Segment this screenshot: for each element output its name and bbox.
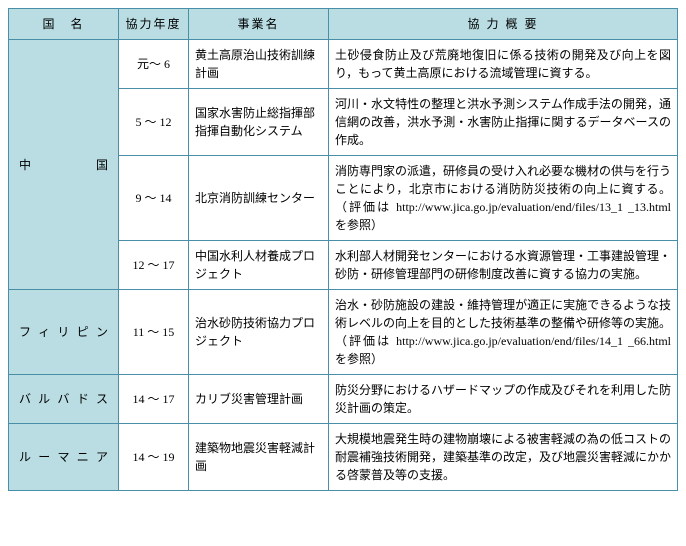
table-body: 中 国元～ 6黄土高原治山技術訓練計画土砂侵食防止及び荒廃地復旧に係る技術の開発… bbox=[9, 40, 678, 491]
table-row: ルーマニア14 ～ 19建築物地震災害軽減計画大規模地震発生時の建物崩壊による被… bbox=[9, 424, 678, 491]
summary-cell: 防災分野におけるハザードマップの作成及びそれを利用した防災計画の策定。 bbox=[329, 375, 678, 424]
table-row: 中 国元～ 6黄土高原治山技術訓練計画土砂侵食防止及び荒廃地復旧に係る技術の開発… bbox=[9, 40, 678, 89]
country-cell: フィリピン bbox=[9, 290, 119, 375]
project-cell: 治水砂防技術協力プロジェクト bbox=[189, 290, 329, 375]
year-cell: 12 ～ 17 bbox=[119, 241, 189, 290]
summary-cell: 土砂侵食防止及び荒廃地復旧に係る技術の開発及び向上を図り，もって黄土高原における… bbox=[329, 40, 678, 89]
header-year: 協力年度 bbox=[119, 9, 189, 40]
year-cell: 元～ 6 bbox=[119, 40, 189, 89]
summary-cell: 大規模地震発生時の建物崩壊による被害軽減の為の低コストの耐震補強技術開発，建築基… bbox=[329, 424, 678, 491]
table-row: バルバドス14 ～ 17カリブ災害管理計画防災分野におけるハザードマップの作成及… bbox=[9, 375, 678, 424]
project-cell: 北京消防訓練センター bbox=[189, 156, 329, 241]
year-cell: 5 ～ 12 bbox=[119, 89, 189, 156]
country-cell: ルーマニア bbox=[9, 424, 119, 491]
header-country: 国 名 bbox=[9, 9, 119, 40]
project-cell: 建築物地震災害軽減計画 bbox=[189, 424, 329, 491]
year-cell: 14 ～ 17 bbox=[119, 375, 189, 424]
table-row: フィリピン11 ～ 15治水砂防技術協力プロジェクト治水・砂防施設の建設・維持管… bbox=[9, 290, 678, 375]
project-cell: 黄土高原治山技術訓練計画 bbox=[189, 40, 329, 89]
summary-cell: 消防専門家の派遣，研修員の受け入れ必要な機材の供与を行うことにより，北京市におけ… bbox=[329, 156, 678, 241]
header-row: 国 名 協力年度 事業名 協 力 概 要 bbox=[9, 9, 678, 40]
country-cell: 中 国 bbox=[9, 40, 119, 290]
project-cell: 国家水害防止総指揮部指揮自動化システム bbox=[189, 89, 329, 156]
summary-cell: 河川・水文特性の整理と洪水予測システム作成手法の開発，通信網の改善，洪水予測・水… bbox=[329, 89, 678, 156]
project-cell: カリブ災害管理計画 bbox=[189, 375, 329, 424]
year-cell: 11 ～ 15 bbox=[119, 290, 189, 375]
summary-cell: 水利部人材開発センターにおける水資源管理・工事建設管理・砂防・研修管理部門の研修… bbox=[329, 241, 678, 290]
cooperation-table: 国 名 協力年度 事業名 協 力 概 要 中 国元～ 6黄土高原治山技術訓練計画… bbox=[8, 8, 678, 491]
country-cell: バルバドス bbox=[9, 375, 119, 424]
header-project: 事業名 bbox=[189, 9, 329, 40]
project-cell: 中国水利人材養成プロジェクト bbox=[189, 241, 329, 290]
summary-cell: 治水・砂防施設の建設・維持管理が適正に実施できるような技術レベルの向上を目的とし… bbox=[329, 290, 678, 375]
header-summary: 協 力 概 要 bbox=[329, 9, 678, 40]
year-cell: 9 ～ 14 bbox=[119, 156, 189, 241]
year-cell: 14 ～ 19 bbox=[119, 424, 189, 491]
